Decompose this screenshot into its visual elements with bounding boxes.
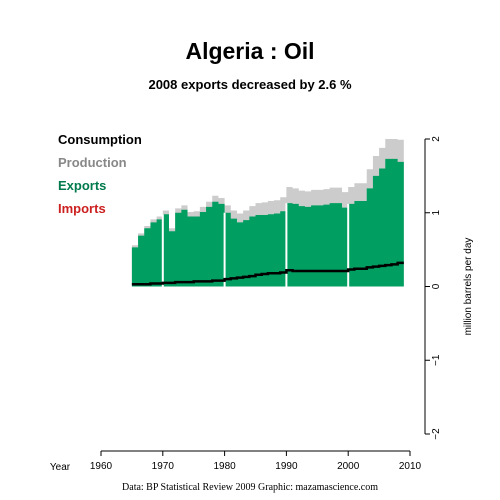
y-axis-label: million barrels per day	[463, 238, 474, 336]
chart-footer: Data: BP Statistical Review 2009 Graphic…	[122, 482, 378, 493]
y-tick-label-1: 1	[431, 210, 442, 216]
chart-subtitle: 2008 exports decreased by 2.6 %	[148, 77, 352, 92]
legend-consumption: Consumption	[58, 132, 142, 147]
legend-imports: Imports	[58, 201, 106, 216]
x-tick-label-1970: 1970	[152, 461, 175, 472]
y-tick-label-2: 2	[431, 136, 442, 142]
x-tick-label-1960: 1960	[90, 461, 113, 472]
y-tick-label-0: 0	[431, 283, 442, 289]
y-tick-label--2: −2	[431, 428, 442, 440]
exports-area	[131, 158, 404, 287]
x-tick-label-1990: 1990	[275, 461, 298, 472]
axes: 1960 1970 1980 1990 2000 2010 Year −2 −1 0 1 2 milli…	[50, 136, 474, 473]
x-tick-label-1980: 1980	[213, 461, 236, 472]
x-tick-label-2010: 2010	[399, 461, 422, 472]
x-axis-label: Year	[50, 462, 71, 473]
consumption-line	[131, 261, 404, 286]
chart-title: Algeria : Oil	[185, 38, 315, 64]
legend: Consumption Production Exports Imports	[58, 128, 142, 220]
plot-areas	[131, 139, 404, 287]
x-tick-label-2000: 2000	[337, 461, 360, 472]
y-tick-label--1: −1	[431, 354, 442, 366]
legend-exports: Exports	[58, 178, 107, 193]
legend-production: Production	[58, 155, 127, 170]
